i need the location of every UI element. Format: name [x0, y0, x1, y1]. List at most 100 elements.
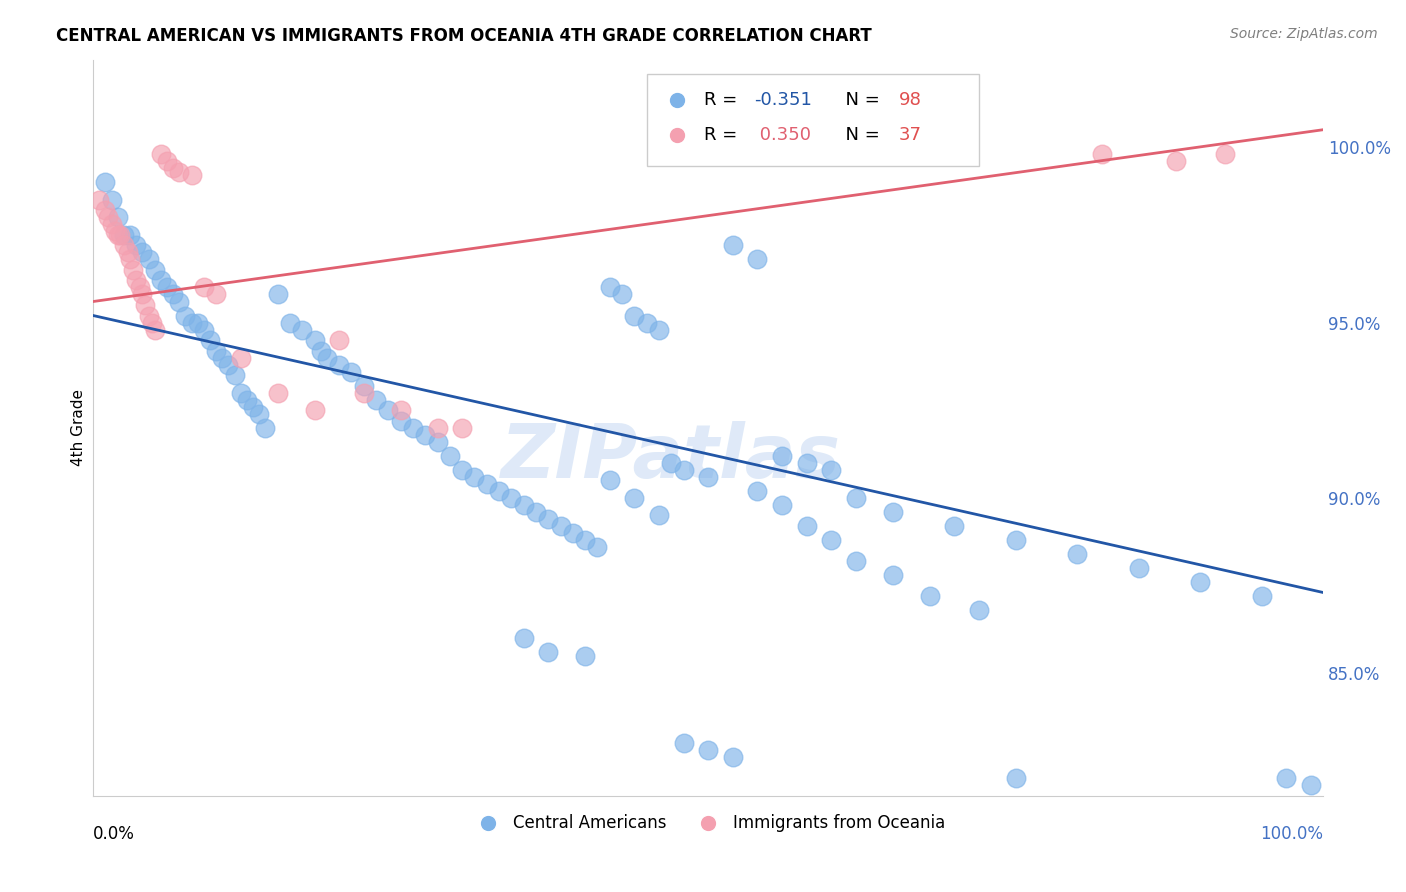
Text: 98: 98: [898, 91, 922, 109]
Point: [169, 165, 191, 179]
Point: [697, 470, 720, 484]
Text: 100.0%: 100.0%: [1260, 825, 1323, 843]
Point: [149, 273, 172, 287]
Point: [1299, 778, 1322, 792]
Text: 37: 37: [898, 127, 922, 145]
Point: [162, 287, 184, 301]
Point: [648, 322, 671, 336]
Point: [131, 287, 153, 301]
Point: [659, 456, 682, 470]
Point: [125, 273, 148, 287]
Point: [107, 227, 129, 242]
Point: [120, 252, 142, 267]
Point: [413, 427, 436, 442]
Point: [187, 316, 209, 330]
Point: [524, 505, 547, 519]
Point: [758, 147, 780, 161]
Point: [721, 750, 744, 764]
Point: [610, 287, 633, 301]
Text: R =: R =: [704, 91, 744, 109]
Point: [721, 238, 744, 252]
Point: [389, 414, 412, 428]
Point: [623, 491, 645, 505]
Point: [501, 491, 523, 505]
Point: [156, 280, 179, 294]
Point: [1189, 574, 1212, 589]
Point: [574, 533, 596, 547]
Point: [100, 193, 122, 207]
Point: [211, 351, 233, 365]
Point: [138, 252, 160, 267]
Point: [636, 316, 658, 330]
Point: [110, 227, 132, 242]
Point: [1128, 561, 1150, 575]
Point: [623, 309, 645, 323]
Point: [796, 456, 818, 470]
Point: [648, 508, 671, 523]
Point: [475, 476, 498, 491]
Point: [402, 421, 425, 435]
Point: [574, 648, 596, 663]
Point: [229, 385, 252, 400]
Point: [198, 333, 221, 347]
Point: [94, 203, 117, 218]
Point: [149, 147, 172, 161]
Point: [943, 519, 966, 533]
Point: [1004, 772, 1026, 786]
Point: [451, 421, 474, 435]
FancyBboxPatch shape: [647, 74, 979, 166]
Point: [747, 252, 769, 267]
Point: [451, 463, 474, 477]
Point: [236, 392, 259, 407]
Point: [117, 245, 139, 260]
Text: ZIPatlas: ZIPatlas: [502, 421, 841, 493]
Point: [180, 316, 202, 330]
Point: [796, 519, 818, 533]
Point: [328, 333, 350, 347]
Text: R =: R =: [704, 127, 744, 145]
Point: [845, 554, 868, 568]
Point: [193, 280, 215, 294]
Point: [512, 498, 534, 512]
Point: [169, 294, 191, 309]
Point: [205, 287, 228, 301]
Point: [537, 645, 560, 659]
Point: [967, 603, 990, 617]
Point: [138, 309, 160, 323]
Text: Source: ZipAtlas.com: Source: ZipAtlas.com: [1230, 27, 1378, 41]
Point: [1164, 154, 1187, 169]
Point: [1213, 147, 1236, 161]
Point: [463, 470, 485, 484]
Point: [353, 378, 375, 392]
Point: [697, 743, 720, 757]
Point: [770, 449, 793, 463]
Point: [561, 525, 583, 540]
Point: [104, 224, 127, 238]
Point: [134, 298, 156, 312]
Point: [120, 227, 142, 242]
Point: [328, 358, 350, 372]
Point: [550, 519, 572, 533]
Point: [100, 218, 122, 232]
Text: 0.350: 0.350: [754, 127, 811, 145]
Text: 0.0%: 0.0%: [93, 825, 135, 843]
Point: [247, 407, 270, 421]
Point: [141, 316, 163, 330]
Y-axis label: 4th Grade: 4th Grade: [72, 389, 86, 467]
Point: [304, 333, 326, 347]
Point: [129, 280, 152, 294]
Point: [107, 211, 129, 225]
Point: [121, 263, 143, 277]
Text: CENTRAL AMERICAN VS IMMIGRANTS FROM OCEANIA 4TH GRADE CORRELATION CHART: CENTRAL AMERICAN VS IMMIGRANTS FROM OCEA…: [56, 27, 872, 45]
Point: [156, 154, 179, 169]
Point: [364, 392, 387, 407]
Point: [389, 403, 412, 417]
Point: [599, 280, 621, 294]
Point: [291, 322, 314, 336]
Point: [537, 512, 560, 526]
Point: [242, 400, 264, 414]
Point: [353, 385, 375, 400]
Point: [266, 287, 288, 301]
Point: [309, 343, 332, 358]
Text: -0.351: -0.351: [754, 91, 811, 109]
